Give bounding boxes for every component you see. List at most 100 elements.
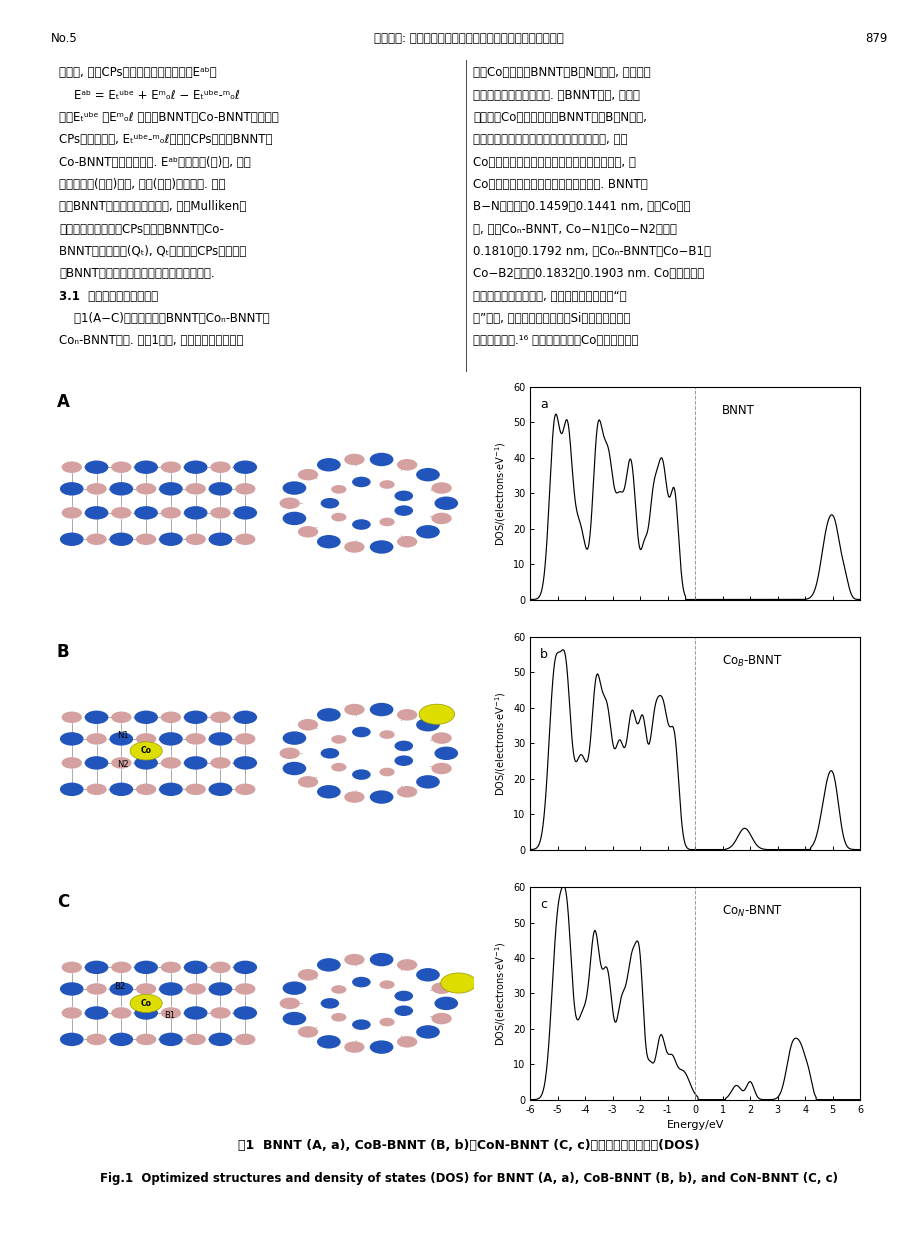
Circle shape — [159, 1033, 183, 1047]
Circle shape — [394, 491, 413, 501]
Circle shape — [85, 961, 108, 975]
Circle shape — [209, 732, 233, 745]
Circle shape — [235, 983, 255, 994]
Circle shape — [159, 782, 183, 796]
Text: No.5: No.5 — [51, 32, 77, 45]
Circle shape — [415, 968, 439, 982]
Circle shape — [233, 961, 256, 975]
Circle shape — [210, 507, 231, 518]
Circle shape — [209, 532, 233, 546]
Circle shape — [344, 454, 364, 465]
Circle shape — [86, 983, 107, 994]
Circle shape — [184, 460, 208, 474]
Circle shape — [352, 1019, 370, 1030]
Circle shape — [60, 1033, 84, 1047]
Circle shape — [379, 981, 394, 990]
Circle shape — [331, 763, 346, 771]
Circle shape — [209, 782, 233, 796]
Circle shape — [397, 1037, 417, 1048]
Circle shape — [159, 482, 183, 496]
Y-axis label: DOS/(electrons$\cdot$eV$^{-1}$): DOS/(electrons$\cdot$eV$^{-1}$) — [493, 691, 507, 796]
Circle shape — [159, 532, 183, 546]
Circle shape — [161, 961, 181, 973]
Circle shape — [317, 785, 340, 799]
Circle shape — [109, 532, 133, 546]
Circle shape — [184, 506, 208, 520]
Circle shape — [331, 513, 346, 522]
Circle shape — [320, 748, 339, 759]
Circle shape — [418, 704, 454, 724]
Circle shape — [279, 748, 300, 759]
Circle shape — [60, 982, 84, 996]
Circle shape — [298, 968, 318, 981]
Circle shape — [235, 1034, 255, 1045]
Circle shape — [331, 735, 346, 744]
Circle shape — [186, 784, 206, 795]
Circle shape — [431, 733, 451, 744]
Text: BNNT的电荷转移(Qₜ), Qₜ被定义为CPs分子吸附: BNNT的电荷转移(Qₜ), Qₜ被定义为CPs分子吸附 — [59, 246, 246, 258]
Circle shape — [369, 1040, 393, 1054]
Circle shape — [352, 977, 370, 987]
Circle shape — [134, 460, 158, 474]
Circle shape — [344, 791, 364, 802]
Circle shape — [209, 482, 233, 496]
Text: 硼纳米管结构.¹⁶ 我们还发现由于Co原子掺杂引起: 硼纳米管结构.¹⁶ 我们还发现由于Co原子掺杂引起 — [473, 335, 638, 347]
Circle shape — [184, 1006, 208, 1019]
Circle shape — [282, 1012, 306, 1025]
Circle shape — [320, 998, 339, 1008]
Circle shape — [397, 536, 417, 548]
Circle shape — [109, 482, 133, 496]
Text: B: B — [57, 642, 70, 661]
Circle shape — [186, 533, 206, 546]
Circle shape — [352, 476, 370, 487]
Circle shape — [109, 1033, 133, 1047]
Circle shape — [161, 758, 181, 769]
Circle shape — [369, 541, 393, 554]
Circle shape — [85, 460, 108, 474]
Circle shape — [235, 533, 255, 546]
Text: 3.1  钴掺杂的氮化硼纳米管: 3.1 钴掺杂的氮化硼纳米管 — [59, 290, 158, 303]
Circle shape — [62, 758, 82, 769]
Circle shape — [431, 512, 451, 525]
Circle shape — [282, 481, 306, 495]
Text: 互作用, 定义CPs分子在管壁上的吸附能Eᵃᵇ为: 互作用, 定义CPs分子在管壁上的吸附能Eᵃᵇ为 — [59, 67, 216, 79]
Circle shape — [379, 1018, 394, 1027]
Text: B−N的键长为0.1459和0.1441 nm, 掺杂Co原子: B−N的键长为0.1459和0.1441 nm, 掺杂Co原子 — [473, 201, 690, 213]
Circle shape — [415, 467, 439, 481]
Circle shape — [210, 961, 231, 973]
Circle shape — [109, 982, 133, 996]
Circle shape — [62, 507, 82, 518]
Circle shape — [394, 991, 413, 1001]
Circle shape — [394, 755, 413, 766]
Circle shape — [109, 732, 133, 745]
Circle shape — [415, 775, 439, 789]
Circle shape — [331, 485, 346, 494]
Circle shape — [431, 1013, 451, 1024]
Circle shape — [279, 497, 300, 508]
Text: Co−B2键长为0.1832和0.1903 nm. Co原子由于半: Co−B2键长为0.1832和0.1903 nm. Co原子由于半 — [473, 268, 704, 280]
Circle shape — [233, 1006, 256, 1019]
Circle shape — [86, 1034, 107, 1045]
Circle shape — [379, 730, 394, 739]
Circle shape — [282, 732, 306, 745]
Text: Eᵃᵇ = Eₜᵘᵇᵉ + Eᵐₒℓ − Eₜᵘᵇᵉ-ᵐₒℓ: Eᵃᵇ = Eₜᵘᵇᵉ + Eᵐₒℓ − Eₜᵘᵇᵉ-ᵐₒℓ — [59, 89, 240, 102]
Text: Co-BNNT体系的总能量. Eᵃᵇ数值为正(负)值, 表明: Co-BNNT体系的总能量. Eᵃᵇ数值为正(负)值, 表明 — [59, 156, 251, 169]
Circle shape — [235, 784, 255, 795]
Circle shape — [134, 1006, 158, 1019]
Text: Co$_N$-BNNT: Co$_N$-BNNT — [720, 904, 782, 919]
Text: Co原子周围的六元环也发生了局部形变. BNNT中: Co原子周围的六元环也发生了局部形变. BNNT中 — [473, 179, 647, 191]
Text: 图1  BNNT (A, a), CoB-BNNT (B, b)和CoN-BNNT (C, c)的优化结构及态密度(DOS): 图1 BNNT (A, a), CoB-BNNT (B, b)和CoN-BNNT… — [238, 1138, 699, 1152]
Circle shape — [159, 982, 183, 996]
Circle shape — [397, 709, 417, 720]
Circle shape — [282, 512, 306, 526]
Circle shape — [320, 498, 339, 508]
Circle shape — [136, 983, 156, 994]
Text: 子”构形, 类似于实验上合成的Si原子掺杂的氮化: 子”构形, 类似于实验上合成的Si原子掺杂的氮化 — [473, 312, 630, 325]
Circle shape — [394, 1006, 413, 1016]
Circle shape — [134, 756, 158, 770]
Circle shape — [298, 526, 318, 538]
Circle shape — [369, 453, 393, 466]
Circle shape — [434, 997, 458, 1011]
Circle shape — [369, 790, 393, 804]
Circle shape — [331, 1013, 346, 1022]
